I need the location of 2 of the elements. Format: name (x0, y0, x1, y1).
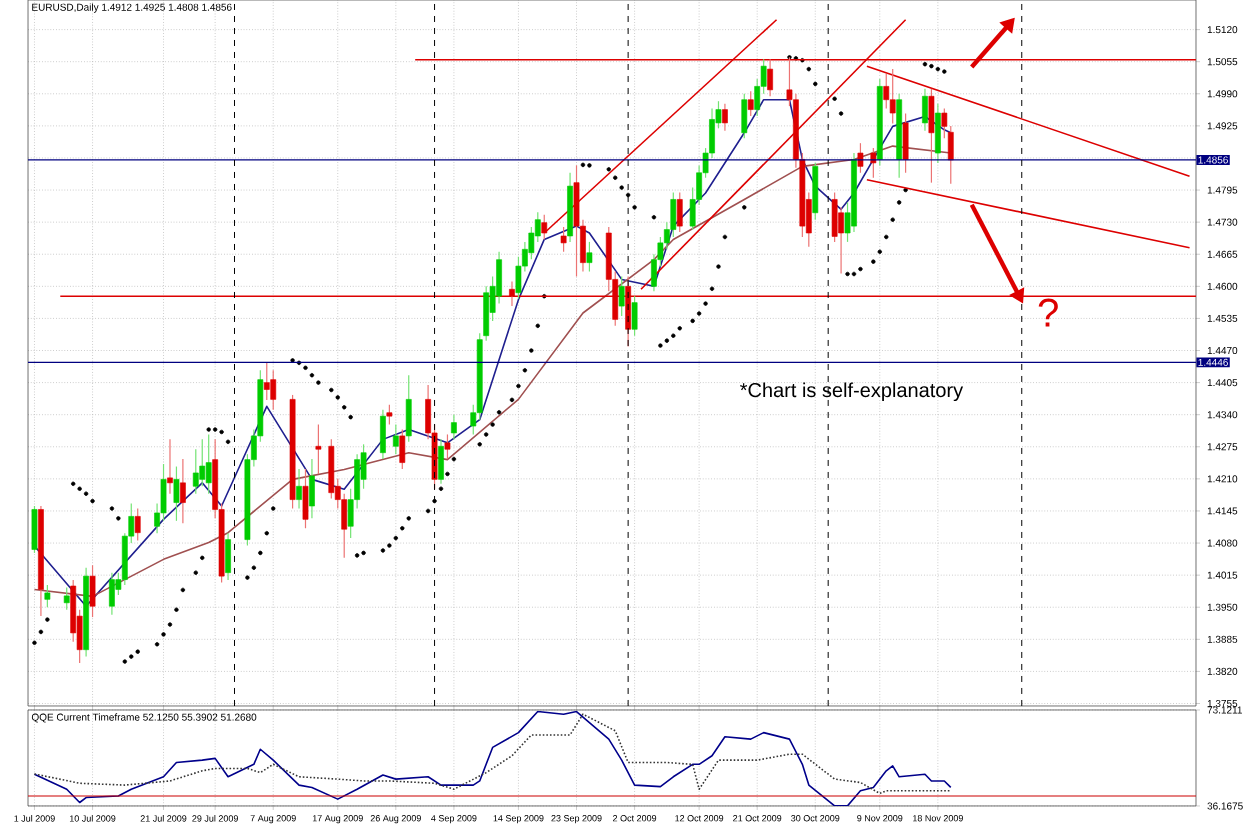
annotation: ? (1038, 298, 1058, 327)
annotation: *Chart is self-explanatory (740, 382, 964, 402)
